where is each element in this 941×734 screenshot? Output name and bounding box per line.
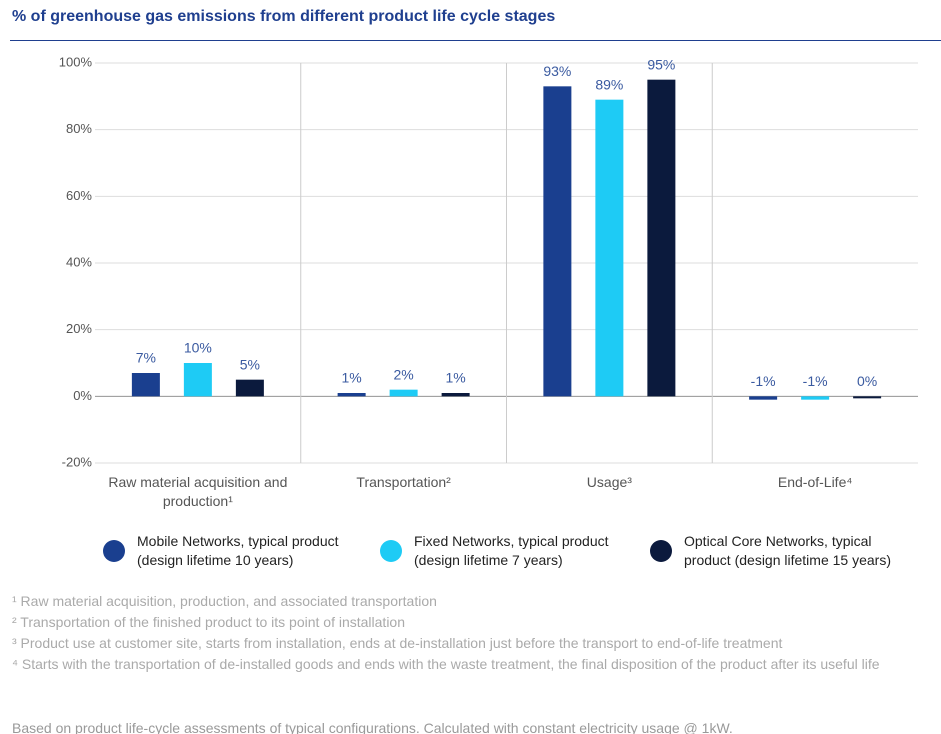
legend-item: Fixed Networks, typical product (design … (380, 532, 642, 570)
bar (801, 396, 830, 400)
chart-title: % of greenhouse gas emissions from diffe… (12, 8, 556, 25)
y-tick-label: 80% (66, 121, 92, 136)
footnote: ³ Product use at customer site, starts f… (12, 635, 783, 651)
legend-label: Mobile Networks, typical product (design… (137, 533, 339, 568)
data-label: 7% (136, 350, 156, 366)
x-tick-label: Usage³ (586, 474, 632, 490)
bar (389, 389, 418, 397)
bar (131, 373, 160, 397)
bar (543, 86, 572, 397)
data-label: 95% (647, 56, 675, 72)
bar (441, 393, 470, 397)
y-tick-label: 60% (66, 188, 92, 203)
bar (183, 363, 212, 397)
y-tick-label: 100% (59, 54, 93, 69)
y-tick-label: 0% (73, 388, 92, 403)
x-tick-label: Raw material acquisition and production¹ (108, 474, 288, 509)
bar (749, 396, 778, 400)
legend-swatch (103, 540, 125, 562)
x-tick-label: Transportation² (356, 474, 451, 490)
data-label: -1% (803, 373, 828, 389)
bar (337, 393, 366, 397)
legend-label: Optical Core Networks, typical product (… (684, 533, 891, 568)
title-rule (10, 40, 941, 41)
data-label: 0% (857, 373, 877, 389)
data-label: -1% (751, 373, 776, 389)
legend-swatch (380, 540, 402, 562)
legend-item: Mobile Networks, typical product (design… (103, 532, 365, 570)
bar (595, 99, 624, 397)
legend-swatch (650, 540, 672, 562)
bar (647, 79, 676, 397)
data-label: 5% (240, 356, 260, 372)
y-tick-label: 40% (66, 254, 92, 269)
footnote: ¹ Raw material acquisition, production, … (12, 593, 437, 609)
bar (853, 396, 882, 399)
footnote: ² Transportation of the finished product… (12, 614, 406, 630)
data-label: 10% (184, 340, 212, 356)
data-label: 1% (446, 370, 466, 386)
footnote: ⁴ Starts with the transportation of de-i… (12, 656, 880, 672)
legend-item: Optical Core Networks, typical product (… (650, 532, 912, 570)
legend-label: Fixed Networks, typical product (design … (414, 533, 609, 568)
data-label: 1% (342, 370, 362, 386)
data-label: 89% (595, 76, 623, 92)
source-note: Based on product life-cycle assessments … (12, 720, 733, 734)
data-label: 2% (394, 366, 414, 382)
x-tick-label: End-of-Life⁴ (777, 474, 853, 490)
y-tick-label: -20% (62, 454, 93, 469)
bar (235, 379, 264, 397)
data-label: 93% (543, 63, 571, 79)
y-tick-label: 20% (66, 321, 92, 336)
